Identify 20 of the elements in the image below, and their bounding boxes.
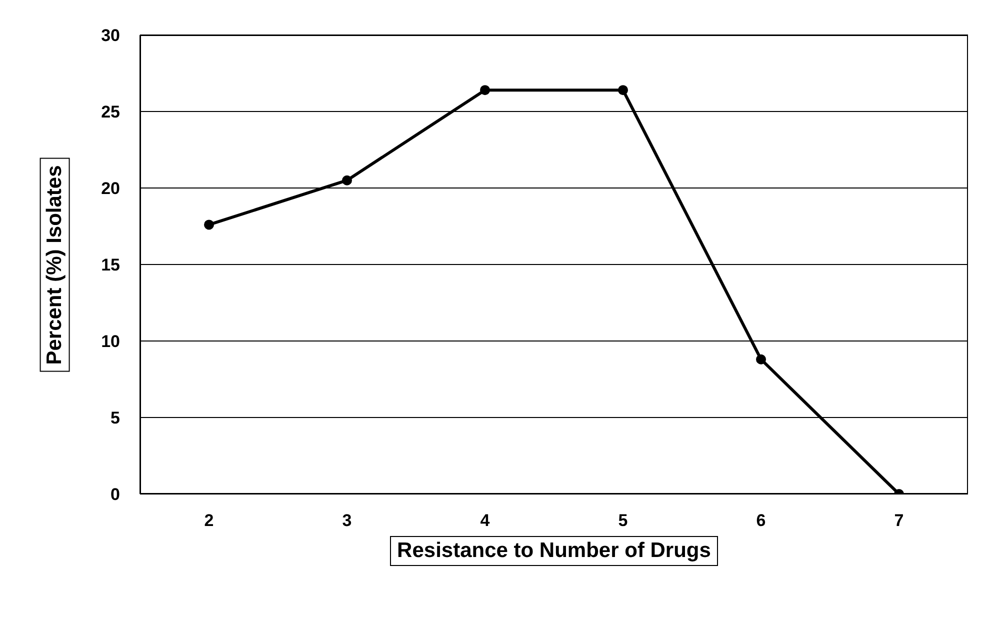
y-tick-label: 30	[101, 26, 120, 46]
x-tick-label: 7	[894, 511, 904, 530]
point	[204, 220, 214, 230]
x-tick-label: 6	[756, 511, 766, 530]
point	[480, 85, 490, 96]
y-tick-label: 10	[101, 332, 120, 352]
point	[342, 175, 352, 186]
x-tick-label: 3	[342, 511, 352, 530]
y-tick-label: 5	[110, 408, 120, 428]
y-axis-title: Percent (%) Isolates	[40, 158, 70, 372]
point	[618, 85, 628, 96]
y-tick-label: 15	[101, 256, 120, 275]
x-tick-label: 4	[480, 511, 490, 530]
y-tick-label: 25	[101, 102, 120, 122]
y-tick-label: 20	[101, 179, 120, 198]
x-tick-label: 2	[204, 511, 214, 530]
point	[756, 354, 766, 364]
x-axis-title: Resistance to Number of Drugs	[390, 536, 718, 566]
y-tick-label: 0	[110, 485, 120, 504]
x-tick-label: 5	[618, 511, 628, 530]
